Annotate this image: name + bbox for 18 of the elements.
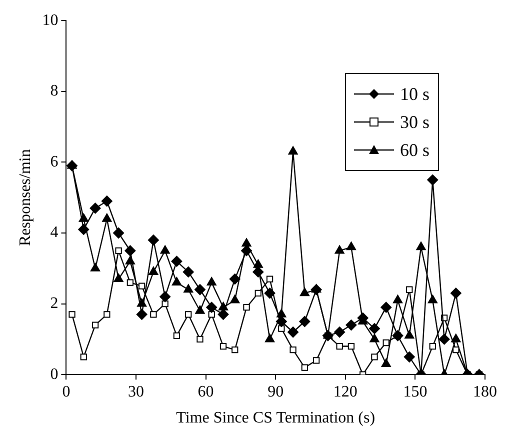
y-tick-label: 10: [42, 12, 58, 29]
legend-label: 10 s: [400, 82, 430, 106]
y-tick-label: 0: [50, 366, 58, 383]
x-tick-label: 60: [198, 383, 214, 400]
x-tick-label: 120: [333, 383, 358, 400]
y-tick-label: 8: [50, 82, 58, 100]
x-tick-label: 90: [268, 383, 284, 400]
x-axis-title: Time Since CS Termination (s): [176, 410, 376, 427]
x-tick-label: 30: [128, 383, 144, 400]
y-axis-title: Responses/min: [16, 149, 34, 246]
x-tick-label: 0: [62, 383, 70, 400]
y-tick-label: 2: [50, 295, 58, 312]
x-tick-label: 180: [473, 383, 497, 400]
y-tick-label: 6: [50, 153, 58, 170]
y-tick-label: 4: [50, 224, 58, 242]
legend-label: 30 s: [400, 110, 430, 134]
legend-label: 60 s: [400, 138, 430, 162]
x-tick-label: 150: [403, 383, 428, 400]
